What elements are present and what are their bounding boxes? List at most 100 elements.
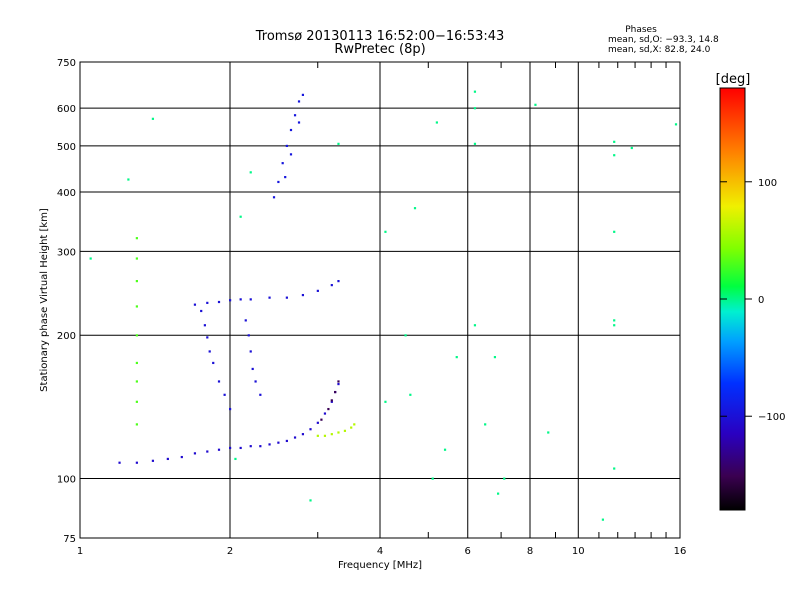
data-point — [208, 350, 211, 353]
data-point — [193, 303, 197, 306]
y-tick-label: 750 — [57, 58, 76, 69]
data-point — [320, 418, 323, 421]
chart-title: Tromsø 20130113 16:52:00−16:53:43 — [255, 29, 505, 44]
data-point — [249, 171, 252, 174]
plot-frame — [79, 61, 681, 539]
data-point — [674, 123, 678, 126]
data-point — [330, 433, 333, 436]
data-point — [297, 121, 301, 124]
data-point — [316, 434, 319, 437]
x-tick-label: 4 — [377, 546, 383, 557]
data-point — [431, 477, 434, 480]
data-point — [285, 144, 288, 148]
data-point — [180, 455, 183, 459]
data-point — [413, 207, 417, 210]
colorbar-tick-label: 0 — [758, 295, 764, 306]
data-point — [254, 380, 257, 383]
data-point — [455, 356, 458, 359]
data-point — [316, 289, 319, 292]
data-point — [251, 367, 254, 371]
data-point — [239, 215, 242, 218]
data-point — [435, 121, 438, 124]
colorbar-label: [deg] — [716, 72, 751, 87]
data-point — [200, 309, 203, 313]
data-point — [484, 423, 487, 426]
data-point — [118, 461, 121, 464]
data-point — [249, 298, 252, 301]
y-tick-label: 500 — [57, 142, 76, 153]
data-point — [259, 445, 262, 448]
data-point — [239, 446, 242, 450]
data-point — [249, 445, 252, 448]
data-point — [259, 393, 262, 396]
data-point — [166, 457, 169, 461]
data-point — [353, 423, 356, 426]
data-point — [613, 140, 616, 143]
y-tick-label: 300 — [57, 247, 76, 258]
data-point — [613, 230, 616, 233]
x-tick-label: 1 — [77, 546, 83, 557]
data-point — [630, 146, 633, 150]
data-point — [229, 299, 232, 302]
data-point — [127, 178, 130, 181]
data-point — [323, 434, 327, 437]
data-point — [601, 518, 605, 521]
data-point — [285, 439, 288, 443]
colorbar-tick-label: −100 — [758, 412, 785, 423]
data-point — [135, 423, 138, 426]
data-point — [473, 107, 477, 110]
data-point — [249, 350, 252, 353]
data-point — [301, 293, 305, 297]
data-point — [496, 492, 500, 495]
data-point — [135, 361, 138, 365]
data-point — [301, 433, 305, 436]
data-point — [337, 280, 340, 283]
data-point — [281, 162, 284, 165]
y-tick-label: 75 — [63, 534, 76, 545]
data-point — [135, 380, 138, 383]
data-point — [234, 457, 237, 461]
data-point — [244, 319, 247, 322]
y-axis-ticks: 75 100 200 300 400 500 600 750 — [57, 58, 76, 545]
data-point — [309, 499, 312, 502]
data-point — [330, 399, 333, 402]
data-point — [135, 280, 138, 283]
data-point — [268, 296, 271, 299]
stats-line-o: mean, sd,O: −93.3, 14.8 — [608, 35, 719, 45]
data-point — [297, 100, 301, 103]
data-point — [212, 361, 215, 365]
data-point — [289, 153, 293, 156]
data-point — [284, 175, 287, 179]
y-axis-label: Stationary phase Virtual Height [km] — [39, 208, 50, 392]
data-point — [193, 452, 197, 455]
data-point — [473, 142, 477, 145]
x-axis-ticks: 1 2 4 6 8 10 16 — [77, 62, 687, 557]
data-point — [247, 334, 250, 337]
data-point — [229, 407, 232, 411]
data-point — [613, 324, 616, 327]
x-tick-label: 16 — [674, 546, 687, 557]
data-point — [330, 284, 333, 287]
data-point — [223, 393, 226, 396]
data-point — [285, 296, 288, 299]
chart-subtitle: RwPretec (8p) — [334, 42, 425, 57]
data-point — [493, 356, 497, 359]
data-point — [217, 300, 221, 304]
data-point — [337, 382, 340, 386]
colorbar-ticks: 100 0 −100 — [720, 178, 785, 423]
data-point — [277, 441, 280, 444]
data-point — [337, 142, 340, 145]
data-point — [272, 196, 276, 199]
y-tick-label: 600 — [57, 104, 76, 115]
colorbar-tick-label: 100 — [758, 178, 777, 189]
data-point — [473, 324, 477, 327]
data-point — [384, 400, 387, 403]
data-point — [547, 431, 550, 434]
y-tick-label: 200 — [57, 331, 76, 342]
data-point — [309, 428, 312, 431]
data-point — [613, 467, 616, 470]
data-point — [330, 400, 333, 403]
data-point — [337, 380, 340, 383]
data-point — [327, 407, 330, 411]
